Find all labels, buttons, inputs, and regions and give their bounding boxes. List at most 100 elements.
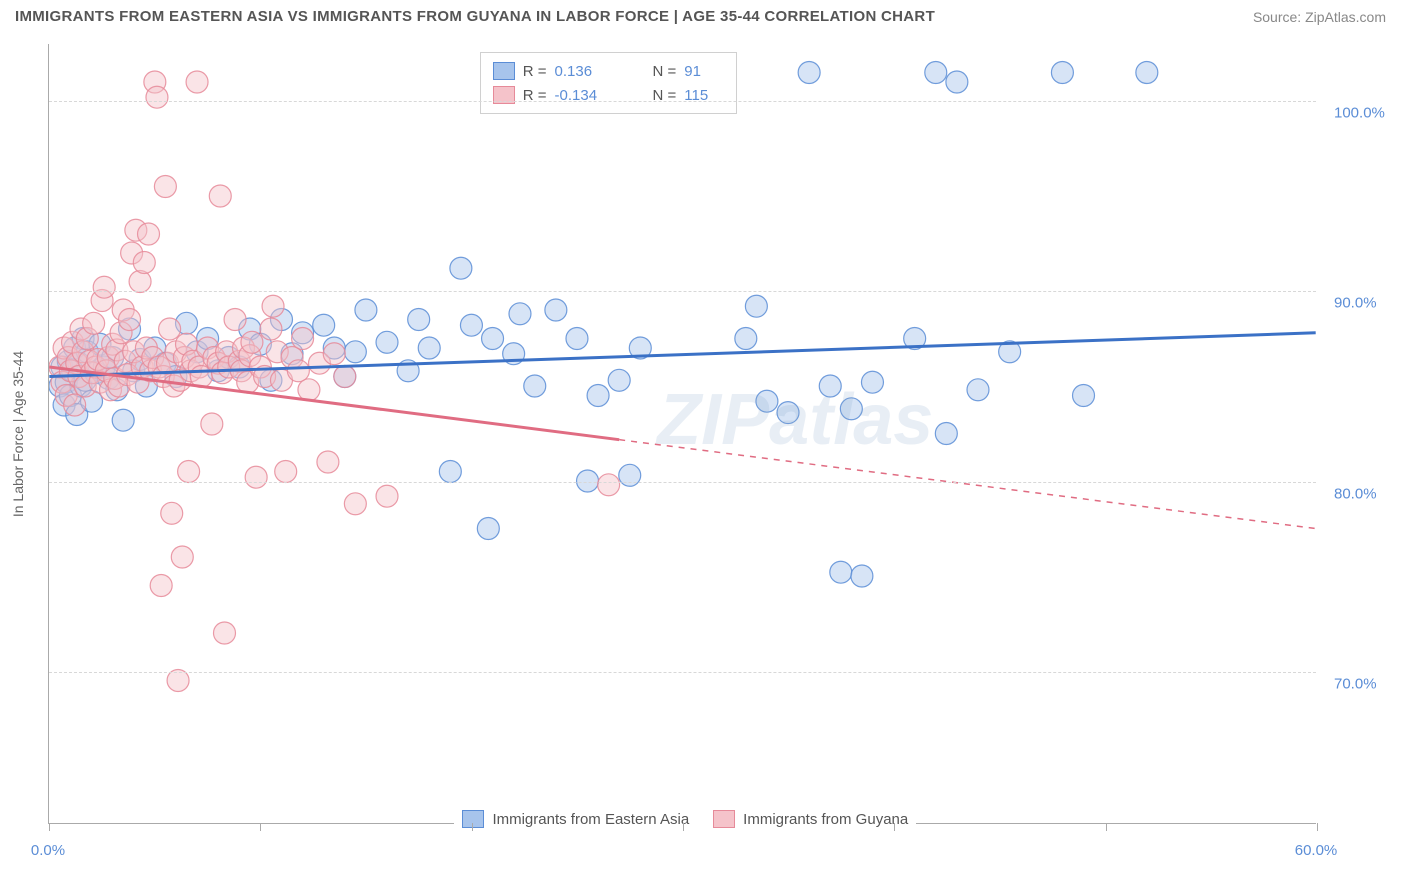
data-point xyxy=(344,341,366,363)
data-point xyxy=(344,493,366,515)
legend-swatch xyxy=(493,62,515,80)
data-point xyxy=(830,561,852,583)
data-point xyxy=(745,295,767,317)
data-point xyxy=(418,337,440,359)
data-point xyxy=(482,328,504,350)
data-point xyxy=(477,518,499,540)
x-tick xyxy=(683,823,684,831)
gridline xyxy=(49,101,1316,102)
series-name: Immigrants from Eastern Asia xyxy=(492,811,689,828)
data-point xyxy=(287,360,309,382)
series-legend: Immigrants from Eastern Asia Immigrants f… xyxy=(454,807,916,831)
data-point xyxy=(566,328,588,350)
data-point xyxy=(313,314,335,336)
data-point xyxy=(146,86,168,108)
source-label: Source: ZipAtlas.com xyxy=(1253,9,1386,25)
x-tick xyxy=(1106,823,1107,831)
series-legend-item: Immigrants from Guyana xyxy=(713,807,908,831)
scatter-plot: ZIPatlas R =0.136N =91R =-0.134N =115 Im… xyxy=(48,44,1316,824)
n-label: N = xyxy=(653,63,677,80)
data-point xyxy=(925,62,947,84)
data-point xyxy=(598,474,620,496)
data-point xyxy=(1136,62,1158,84)
data-point xyxy=(159,318,181,340)
data-point xyxy=(93,276,115,298)
data-point xyxy=(1073,385,1095,407)
data-point xyxy=(317,451,339,473)
data-point xyxy=(150,575,172,597)
data-point xyxy=(178,461,200,483)
data-point xyxy=(608,369,630,391)
stats-legend-row: R =0.136N =91 xyxy=(493,59,725,83)
data-point xyxy=(587,385,609,407)
data-point xyxy=(292,328,314,350)
data-point xyxy=(545,299,567,321)
r-value: 0.136 xyxy=(555,63,645,80)
stats-legend: R =0.136N =91R =-0.134N =115 xyxy=(480,52,738,114)
data-point xyxy=(935,423,957,445)
y-tick-label: 100.0% xyxy=(1334,105,1385,122)
data-point xyxy=(138,223,160,245)
data-point xyxy=(323,343,345,365)
data-point xyxy=(355,299,377,321)
data-point xyxy=(376,485,398,507)
data-point xyxy=(214,622,236,644)
x-tick-label: 0.0% xyxy=(31,842,65,859)
y-tick-label: 70.0% xyxy=(1334,675,1377,692)
data-point xyxy=(161,502,183,524)
chart-title: IMMIGRANTS FROM EASTERN ASIA VS IMMIGRAN… xyxy=(15,8,935,25)
data-point xyxy=(112,409,134,431)
data-point xyxy=(619,464,641,486)
x-tick xyxy=(472,823,473,831)
data-point xyxy=(171,546,193,568)
x-tick-label: 60.0% xyxy=(1295,842,1338,859)
data-point xyxy=(129,271,151,293)
data-point xyxy=(260,318,282,340)
x-tick xyxy=(49,823,50,831)
data-point xyxy=(245,466,267,488)
x-tick xyxy=(1317,823,1318,831)
data-point xyxy=(154,176,176,198)
data-point xyxy=(735,328,757,350)
data-point xyxy=(119,309,141,331)
data-point xyxy=(756,390,778,412)
y-tick-label: 90.0% xyxy=(1334,295,1377,312)
data-point xyxy=(509,303,531,325)
data-point xyxy=(186,71,208,93)
data-point xyxy=(777,402,799,424)
data-point xyxy=(224,309,246,331)
data-point xyxy=(298,379,320,401)
series-name: Immigrants from Guyana xyxy=(743,811,908,828)
data-point xyxy=(450,257,472,279)
x-tick xyxy=(894,823,895,831)
data-point xyxy=(64,394,86,416)
data-point xyxy=(1051,62,1073,84)
data-point xyxy=(967,379,989,401)
chart-svg xyxy=(49,44,1316,823)
y-axis-label: In Labor Force | Age 35-44 xyxy=(10,351,26,517)
data-point xyxy=(133,252,155,274)
data-point xyxy=(262,295,284,317)
data-point xyxy=(460,314,482,336)
data-point xyxy=(83,312,105,334)
data-point xyxy=(241,331,263,353)
legend-swatch xyxy=(462,810,484,828)
data-point xyxy=(439,461,461,483)
data-point xyxy=(840,398,862,420)
legend-swatch xyxy=(713,810,735,828)
r-label: R = xyxy=(523,63,547,80)
gridline xyxy=(49,482,1316,483)
data-point xyxy=(334,366,356,388)
data-point xyxy=(201,413,223,435)
data-point xyxy=(209,185,231,207)
gridline xyxy=(49,291,1316,292)
data-point xyxy=(798,62,820,84)
x-tick xyxy=(260,823,261,831)
trend-line-dashed xyxy=(619,440,1316,529)
data-point xyxy=(167,670,189,692)
data-point xyxy=(851,565,873,587)
series-legend-item: Immigrants from Eastern Asia xyxy=(462,807,689,831)
data-point xyxy=(861,371,883,393)
gridline xyxy=(49,672,1316,673)
data-point xyxy=(524,375,546,397)
